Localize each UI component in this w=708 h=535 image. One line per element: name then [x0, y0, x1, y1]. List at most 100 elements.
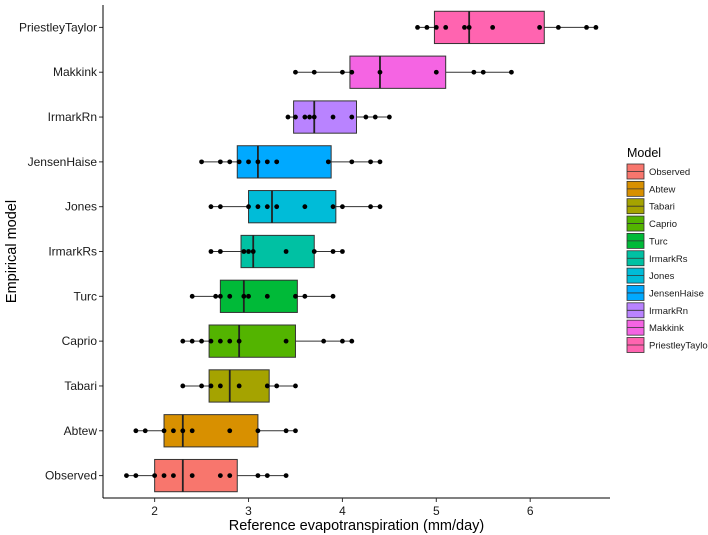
data-point	[321, 338, 327, 344]
data-point	[311, 69, 317, 75]
data-point	[217, 473, 223, 478]
data-point	[236, 159, 242, 165]
legend-item-jones: Jones	[626, 267, 675, 284]
data-point	[415, 25, 420, 30]
legend-label: Jones	[649, 271, 675, 282]
data-point	[433, 25, 439, 30]
data-point	[307, 114, 312, 120]
legend-item-caprio: Caprio	[626, 215, 677, 232]
data-point	[250, 249, 256, 254]
data-point	[180, 428, 186, 434]
data-point	[227, 338, 233, 344]
data-point	[340, 249, 345, 254]
data-point	[161, 428, 167, 434]
box-rect	[349, 55, 447, 89]
data-point	[274, 204, 280, 210]
data-point	[227, 159, 233, 165]
data-point	[283, 428, 289, 434]
data-point	[180, 338, 186, 344]
box-tabari	[180, 369, 298, 403]
box-caprio	[180, 324, 355, 358]
legend-label: Makkink	[649, 323, 684, 334]
data-point	[349, 114, 355, 120]
data-point	[264, 159, 270, 165]
data-point	[555, 25, 561, 30]
data-point	[480, 69, 486, 75]
box-jones	[208, 190, 383, 224]
y-tick-label: Jones	[65, 200, 97, 214]
data-point	[217, 383, 223, 389]
data-point	[283, 338, 289, 344]
data-point	[189, 293, 195, 299]
data-point	[274, 159, 280, 165]
legend-title: Model	[627, 146, 661, 160]
data-point	[325, 159, 331, 165]
data-point	[208, 383, 214, 389]
data-point	[236, 383, 242, 389]
data-point	[199, 383, 204, 389]
x-tick-label: 2	[151, 504, 158, 518]
x-tick-label: 6	[527, 504, 534, 518]
data-point	[330, 293, 336, 299]
data-point	[509, 69, 514, 75]
legend-label: Tabari	[649, 202, 675, 213]
y-tick-label: Observed	[45, 469, 97, 483]
data-point	[340, 338, 345, 344]
data-point	[537, 25, 542, 30]
data-point	[363, 114, 369, 120]
legend-label: PriestleyTaylor	[649, 341, 708, 352]
data-point	[199, 159, 204, 165]
data-point	[255, 204, 261, 210]
legend-item-turc: Turc	[626, 232, 668, 249]
data-point	[189, 338, 195, 344]
legend-label: IrmarkRn	[649, 306, 688, 317]
data-point	[133, 473, 139, 478]
data-point	[180, 383, 186, 389]
legend-label: Observed	[649, 167, 690, 178]
x-tick-label: 3	[245, 504, 252, 518]
box-rect	[219, 279, 298, 313]
data-point	[302, 204, 308, 210]
box-rect	[236, 145, 332, 179]
plot-area	[124, 10, 599, 493]
legend-item-observed: Observed	[626, 163, 690, 180]
data-point	[293, 114, 298, 120]
data-point	[293, 383, 298, 389]
y-axis-title: Empirical model	[4, 200, 20, 303]
x-tick-label: 5	[433, 504, 440, 518]
data-point	[311, 114, 317, 120]
data-point	[368, 204, 373, 210]
data-point	[217, 293, 223, 299]
data-point	[246, 249, 251, 254]
legend-label: Turc	[649, 236, 668, 247]
box-rect	[163, 414, 259, 448]
data-point	[171, 428, 176, 434]
legend-item-makkink: Makkink	[626, 319, 684, 336]
data-point	[330, 249, 336, 254]
data-point	[330, 204, 336, 210]
data-point	[264, 204, 270, 210]
data-point	[349, 159, 355, 165]
data-point	[349, 338, 355, 344]
data-point	[227, 473, 233, 478]
data-point	[293, 69, 298, 75]
data-point	[264, 473, 270, 478]
data-point	[213, 293, 219, 299]
data-point	[377, 69, 383, 75]
legend-label: Caprio	[649, 219, 677, 230]
data-point	[133, 428, 139, 434]
legend-item-jensenhaise: JensenHaise	[626, 285, 704, 301]
legend-label: Abtew	[649, 184, 676, 195]
box-turc	[189, 279, 336, 313]
data-point	[208, 338, 214, 344]
data-point	[241, 293, 247, 299]
data-point	[462, 25, 467, 30]
box-abtew	[133, 414, 298, 448]
data-point	[255, 473, 261, 478]
x-tick-label: 4	[339, 504, 346, 518]
box-rect	[154, 458, 238, 493]
box-observed	[124, 458, 289, 493]
box-irmarkrs	[208, 234, 345, 269]
data-point	[471, 69, 477, 75]
data-point	[368, 159, 373, 165]
